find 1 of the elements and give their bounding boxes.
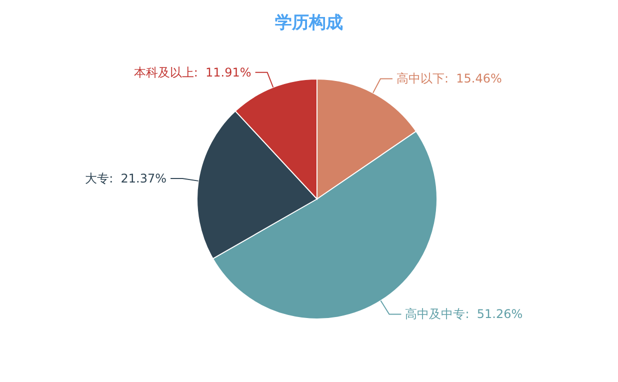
title: 学历构成 [275, 13, 343, 33]
